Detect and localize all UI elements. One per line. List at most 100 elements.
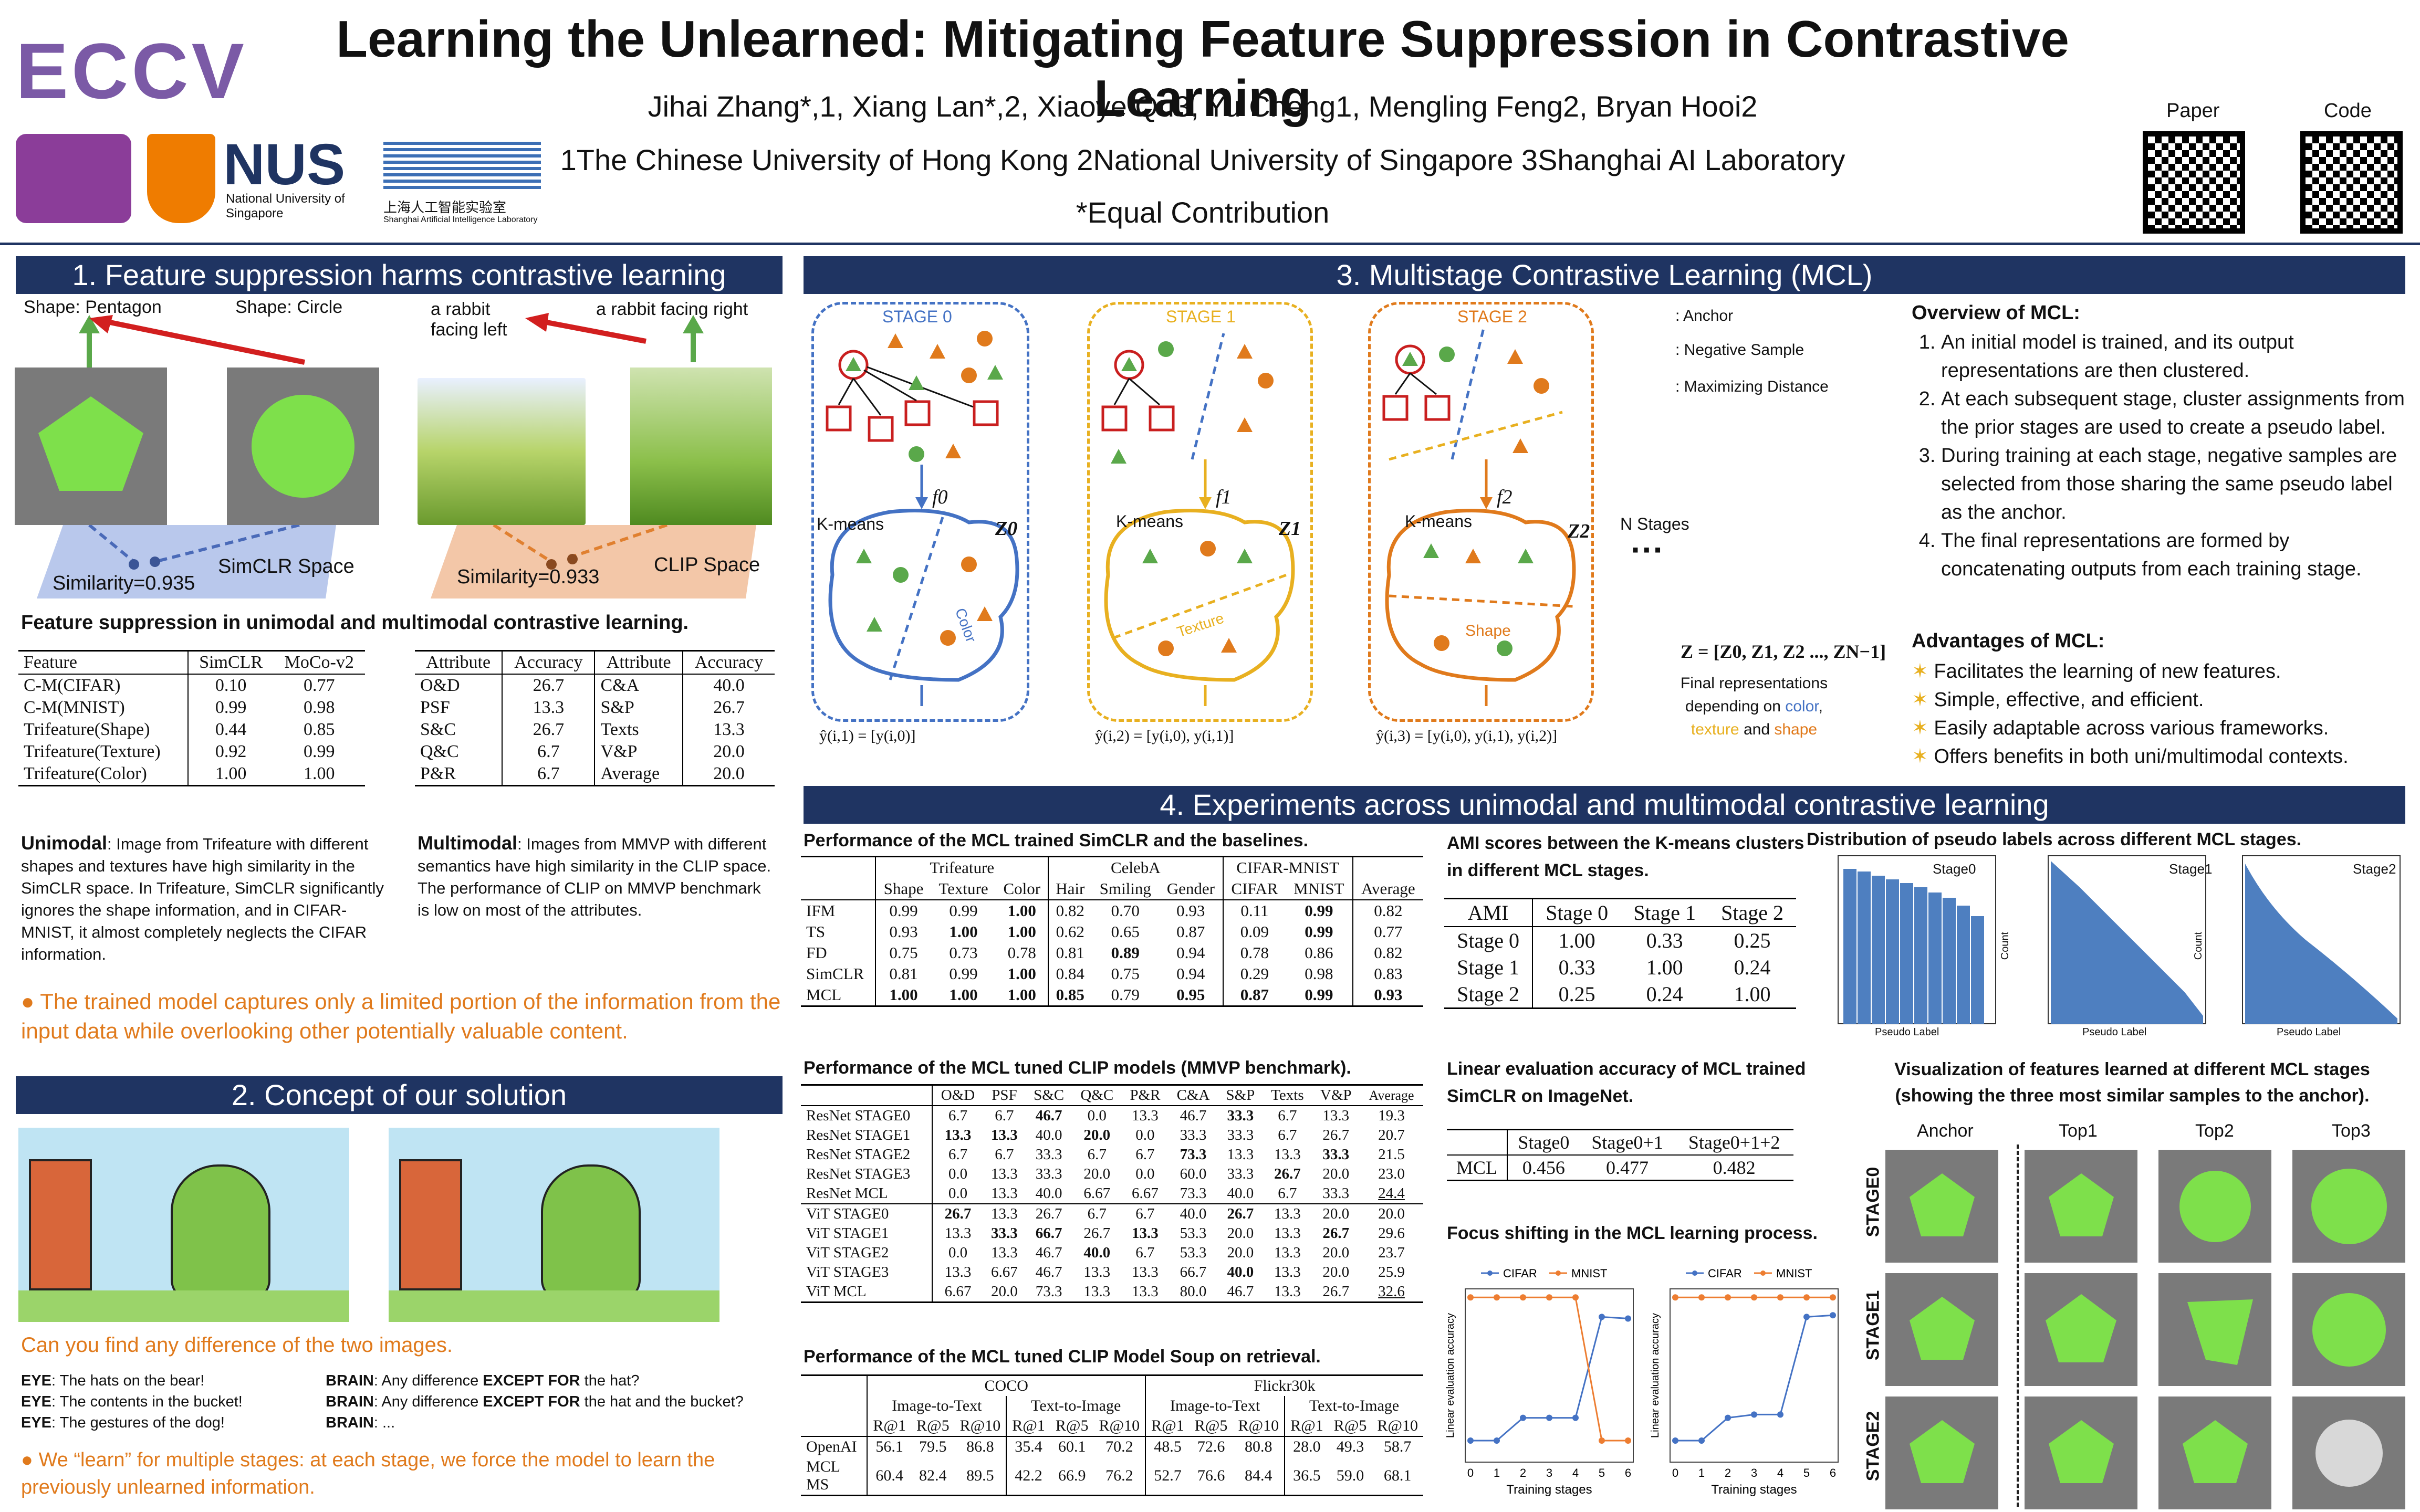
row-header: ResNet STAGE0 [806,1107,911,1124]
shlab-logo [383,142,541,189]
table-cell: 46.7 [1035,1264,1062,1280]
table-cell: 40.0 [1083,1244,1111,1261]
th-feature: Feature [24,653,77,672]
table-cell: 40.0 [1180,1205,1207,1222]
table-cell: C&A [594,674,683,697]
sparkle-icon: ✶ [1912,660,1928,682]
brain-lines: BRAIN: Any difference EXCEPT FOR the hat… [326,1370,788,1433]
stage2-label: STAGE 2 [1457,307,1527,326]
table-cell: 46.7 [1035,1244,1062,1261]
table-cell: 0.81 [875,963,931,984]
table-cell: 1.00 [1007,985,1036,1004]
n-stages-label: N Stages [1620,514,1689,533]
qr-paper[interactable] [2143,131,2245,234]
table-cell: 40.0 [1227,1185,1254,1202]
table-cell: 20.0 [682,763,775,786]
clip-space-label: CLIP Space [654,554,760,576]
table-cell: 13.3 [1083,1283,1111,1300]
x-tick-label: 2 [1520,1466,1526,1479]
brain-text: : Any difference [373,1372,483,1389]
rabbit-grass-image [630,368,772,525]
eccv-logo: ECCV [16,27,247,115]
table-cell: 20.0 [1227,1244,1254,1261]
lightbulb-icon: ● [21,1449,33,1471]
row-header: FD [806,943,827,962]
table-cell: 20.0 [1378,1205,1405,1222]
dist-bar [1858,872,1871,1024]
trifeature-circle-image [227,368,379,525]
table-cell: 84.4 [1245,1467,1272,1484]
multimodal-body: : Images from MMVP with different semant… [418,835,771,919]
stage2-box [1368,302,1594,722]
tableD-caption: AMI scores between the K-means clusters … [1447,833,1804,880]
x-axis-label: Training stages [1711,1483,1797,1497]
stage1-box [1087,302,1313,722]
tableC-body: OpenAI 56.1 79.5 86.8 35.4 60.1 70.2 48.5 72.6 80… [801,1436,1423,1496]
table-cell: 0.99 [304,742,335,761]
table-cell: 48.5 [1145,1436,1190,1457]
table-cell: 0.99 [1305,922,1333,941]
qr-code[interactable] [2300,131,2403,234]
table-cell: O&D [420,676,460,695]
eye-text: : The contents in the bucket! [51,1393,243,1410]
table-cell: 0.24 [1646,982,1683,1006]
table-cell: 13.3 [931,1263,984,1282]
dist-stage1-label: Stage1 [2169,861,2213,877]
table-cell: 26.7 [1083,1225,1111,1242]
data-point [1672,1437,1678,1444]
table-cell: 72.6 [1197,1438,1225,1455]
eye-label: EYE [21,1372,52,1389]
th-simclr: SimCLR [187,650,274,674]
table-cell: 0.84 [1047,963,1092,984]
table-row: SimCLR 0.81 0.99 1.00 0.84 0.75 0.94 0.29 0.98 0.… [801,963,1423,984]
data-point [1467,1294,1474,1301]
table-row: MCL MS 60.4 82.4 89.5 42.2 66.9 76.2 52.7 76.6 84… [801,1457,1423,1496]
easter-basket-image [418,378,586,525]
table-cell: 6.7 [502,741,595,763]
overview-item: At each subsequent stage, cluster assign… [1941,385,2405,442]
table-cell: 0.65 [1111,922,1140,941]
table-cell: 56.1 [867,1436,911,1457]
sub-header: Image-to-Text [1145,1396,1285,1416]
x-tick-label: 4 [1572,1466,1579,1479]
sub-header: Text-to-Image [1284,1396,1423,1416]
tableA-caption: Performance of the MCL trained SimCLR an… [804,831,1309,850]
table-cell: 60.0 [1180,1166,1207,1182]
blank-cell [801,857,875,879]
table-cell: 73.3 [1035,1283,1062,1300]
table-cell: Average [594,763,683,786]
table-cell: 0.82 [1047,900,1092,921]
column-header: Texture [938,879,988,898]
table-row: ViT STAGE1 13.3 33.3 66.7 26.7 13.3 53.3 20.0 13… [801,1224,1423,1243]
y-axis-label: Linear evaluation accuracy [1650,1313,1661,1438]
table-cell: 6.7 [1278,1185,1297,1202]
table-cell: Trifeature(Color) [24,764,147,783]
table-cell: 20.0 [1083,1166,1111,1182]
x-tick-label: 0 [1672,1466,1678,1479]
blank-cell [801,1396,867,1416]
mmvp-table: Attribute Accuracy Attribute Accuracy O&D 26… [415,650,775,786]
focus-caption: Focus shifting in the MCL learning proce… [1447,1223,1818,1243]
table-cell: 32.6 [1378,1283,1405,1300]
table-cell: 86.8 [966,1438,994,1455]
overview-item: An initial model is trained, and its out… [1941,328,2405,385]
table-cell: 13.3 [502,697,595,719]
table-cell: 13.3 [991,1166,1018,1182]
vis-caption: Visualization of features learned at dif… [1894,1059,2370,1106]
table-cell: 1.00 [875,984,931,1006]
table-cell: 66.7 [1035,1225,1062,1242]
table-cell: 13.3 [991,1185,1018,1202]
table-cell: 0.33 [1532,954,1621,981]
bear-shape [541,1164,641,1301]
table-cell: 73.3 [1180,1146,1207,1163]
table-cell: 0.93 [1352,984,1423,1006]
label-rabbit-left: a rabbit facing left [431,299,507,340]
overview-item: The final representations are formed by … [1941,527,2405,583]
table-cell: 26.7 [682,697,775,719]
row-header: ViT STAGE0 [806,1205,889,1222]
table-cell: 80.0 [1180,1283,1207,1300]
table-row: ViT STAGE3 13.3 6.67 46.7 13.3 13.3 66.7 40.0 13… [801,1263,1423,1282]
legend-label: MNIST [1571,1267,1607,1280]
column-header: R@10 [1099,1417,1140,1434]
table-cell: 13.3 [1132,1225,1159,1242]
